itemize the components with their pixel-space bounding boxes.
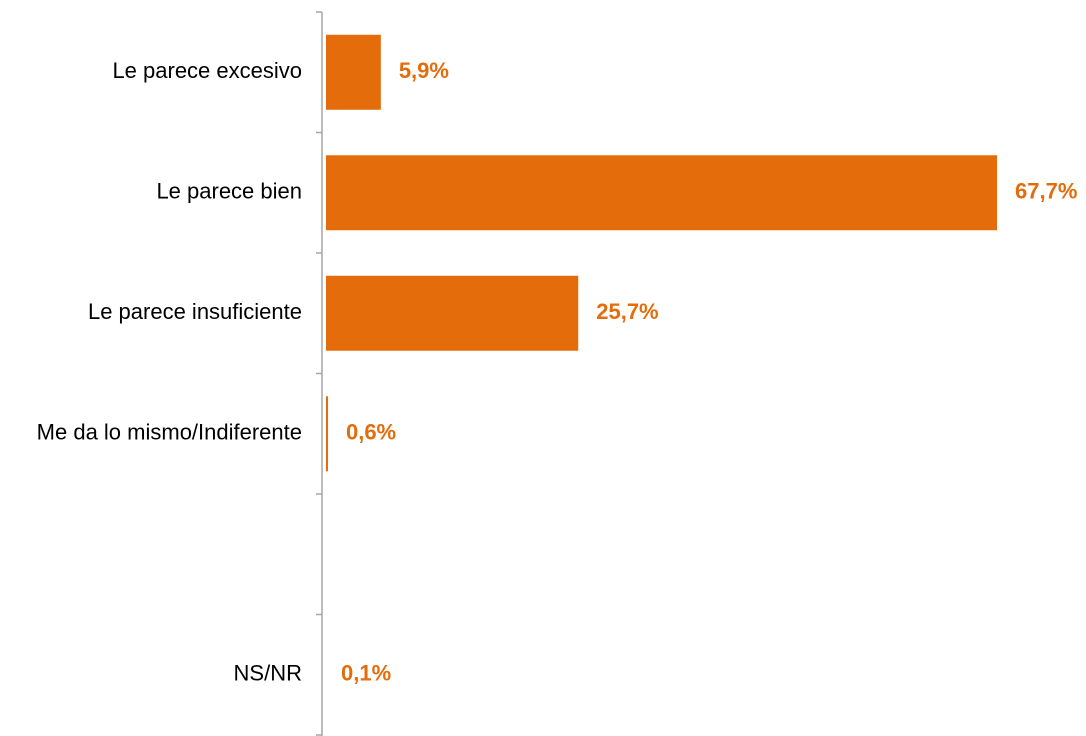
value-label: 25,7% bbox=[596, 299, 658, 324]
category-label: Le parece insuficiente bbox=[88, 299, 302, 324]
value-label: 0,6% bbox=[346, 420, 396, 445]
category-label: Me da lo mismo/Indiferente bbox=[37, 420, 302, 445]
category-label: Le parece bien bbox=[156, 179, 302, 204]
category-label: NS/NR bbox=[234, 661, 302, 686]
value-label: 5,9% bbox=[399, 58, 449, 83]
category-labels: Le parece excesivo Le parece bien Le parec… bbox=[37, 58, 302, 686]
category-label: Le parece excesivo bbox=[112, 58, 302, 83]
bar bbox=[326, 396, 328, 472]
bar bbox=[326, 34, 381, 110]
y-axis-ticks bbox=[316, 11, 322, 736]
value-label: 0,1% bbox=[341, 661, 391, 686]
bar bbox=[326, 155, 997, 231]
value-labels: 5,9% 67,7% 25,7% 0,6% 0,1% bbox=[341, 58, 1077, 686]
bars bbox=[326, 34, 997, 472]
value-label: 67,7% bbox=[1015, 179, 1077, 204]
bar bbox=[326, 275, 579, 351]
